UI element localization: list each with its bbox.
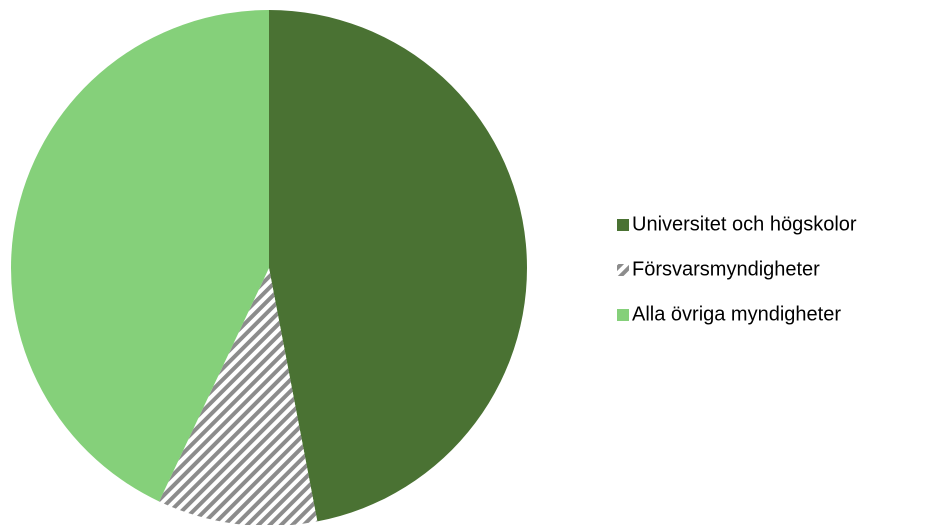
legend-label: Försvarsmyndigheter — [632, 258, 820, 280]
legend-swatch — [617, 309, 629, 321]
legend-label: Universitet och högskolor — [632, 213, 857, 235]
legend-label: Alla övriga myndigheter — [632, 303, 841, 325]
legend-swatch — [617, 219, 629, 231]
pie-slice — [11, 10, 269, 502]
pie-slice — [159, 268, 318, 525]
legend-swatch — [617, 264, 629, 276]
pie-slice — [269, 10, 527, 522]
